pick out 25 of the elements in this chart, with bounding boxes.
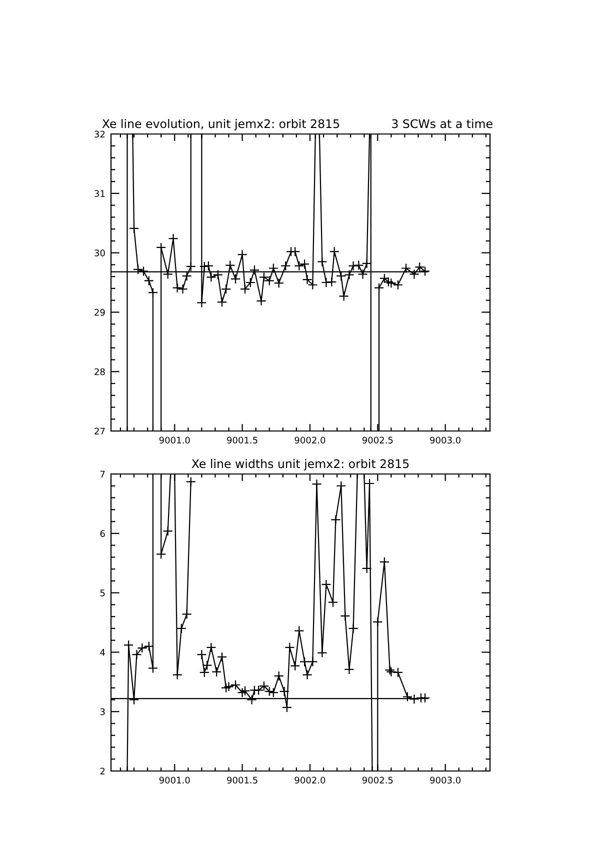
x-tick-label: 9002.0 — [294, 436, 326, 444]
x-tick-label: 9002.5 — [362, 776, 393, 784]
y-tick-label: 5 — [100, 590, 105, 596]
x-tick-label: 9001.0 — [159, 436, 190, 444]
y-tick-label: 31 — [94, 190, 105, 197]
y-tick-label: 28 — [94, 368, 105, 376]
x-tick-label: 9002.0 — [294, 776, 326, 784]
y-tick-label: 27 — [94, 428, 105, 434]
y-tick-label: 2 — [100, 768, 105, 774]
y-tick-label: 7 — [100, 470, 105, 478]
x-tick-label: 9001.5 — [227, 436, 258, 444]
x-tick-label: 9001.0 — [159, 776, 190, 784]
y-tick-label: 30 — [94, 250, 105, 256]
x-tick-label: 9001.5 — [227, 776, 258, 784]
y-tick-label: 32 — [94, 130, 105, 138]
y-tick-label: 4 — [100, 649, 105, 656]
chart-subtitle: 3 SCWs at a time — [392, 119, 492, 128]
chart-title: Xe line widths unit jemx2: orbit 2815 — [192, 459, 409, 470]
y-tick-label: 3 — [100, 708, 105, 716]
x-tick-label: 9002.5 — [362, 436, 393, 444]
x-tick-label: 9003.0 — [430, 776, 461, 784]
y-tick-label: 29 — [94, 308, 105, 316]
chart-title: Xe line evolution, unit jemx2: orbit 2815 — [102, 119, 340, 130]
y-tick-label: 6 — [100, 530, 105, 537]
x-tick-label: 9003.0 — [430, 436, 461, 444]
